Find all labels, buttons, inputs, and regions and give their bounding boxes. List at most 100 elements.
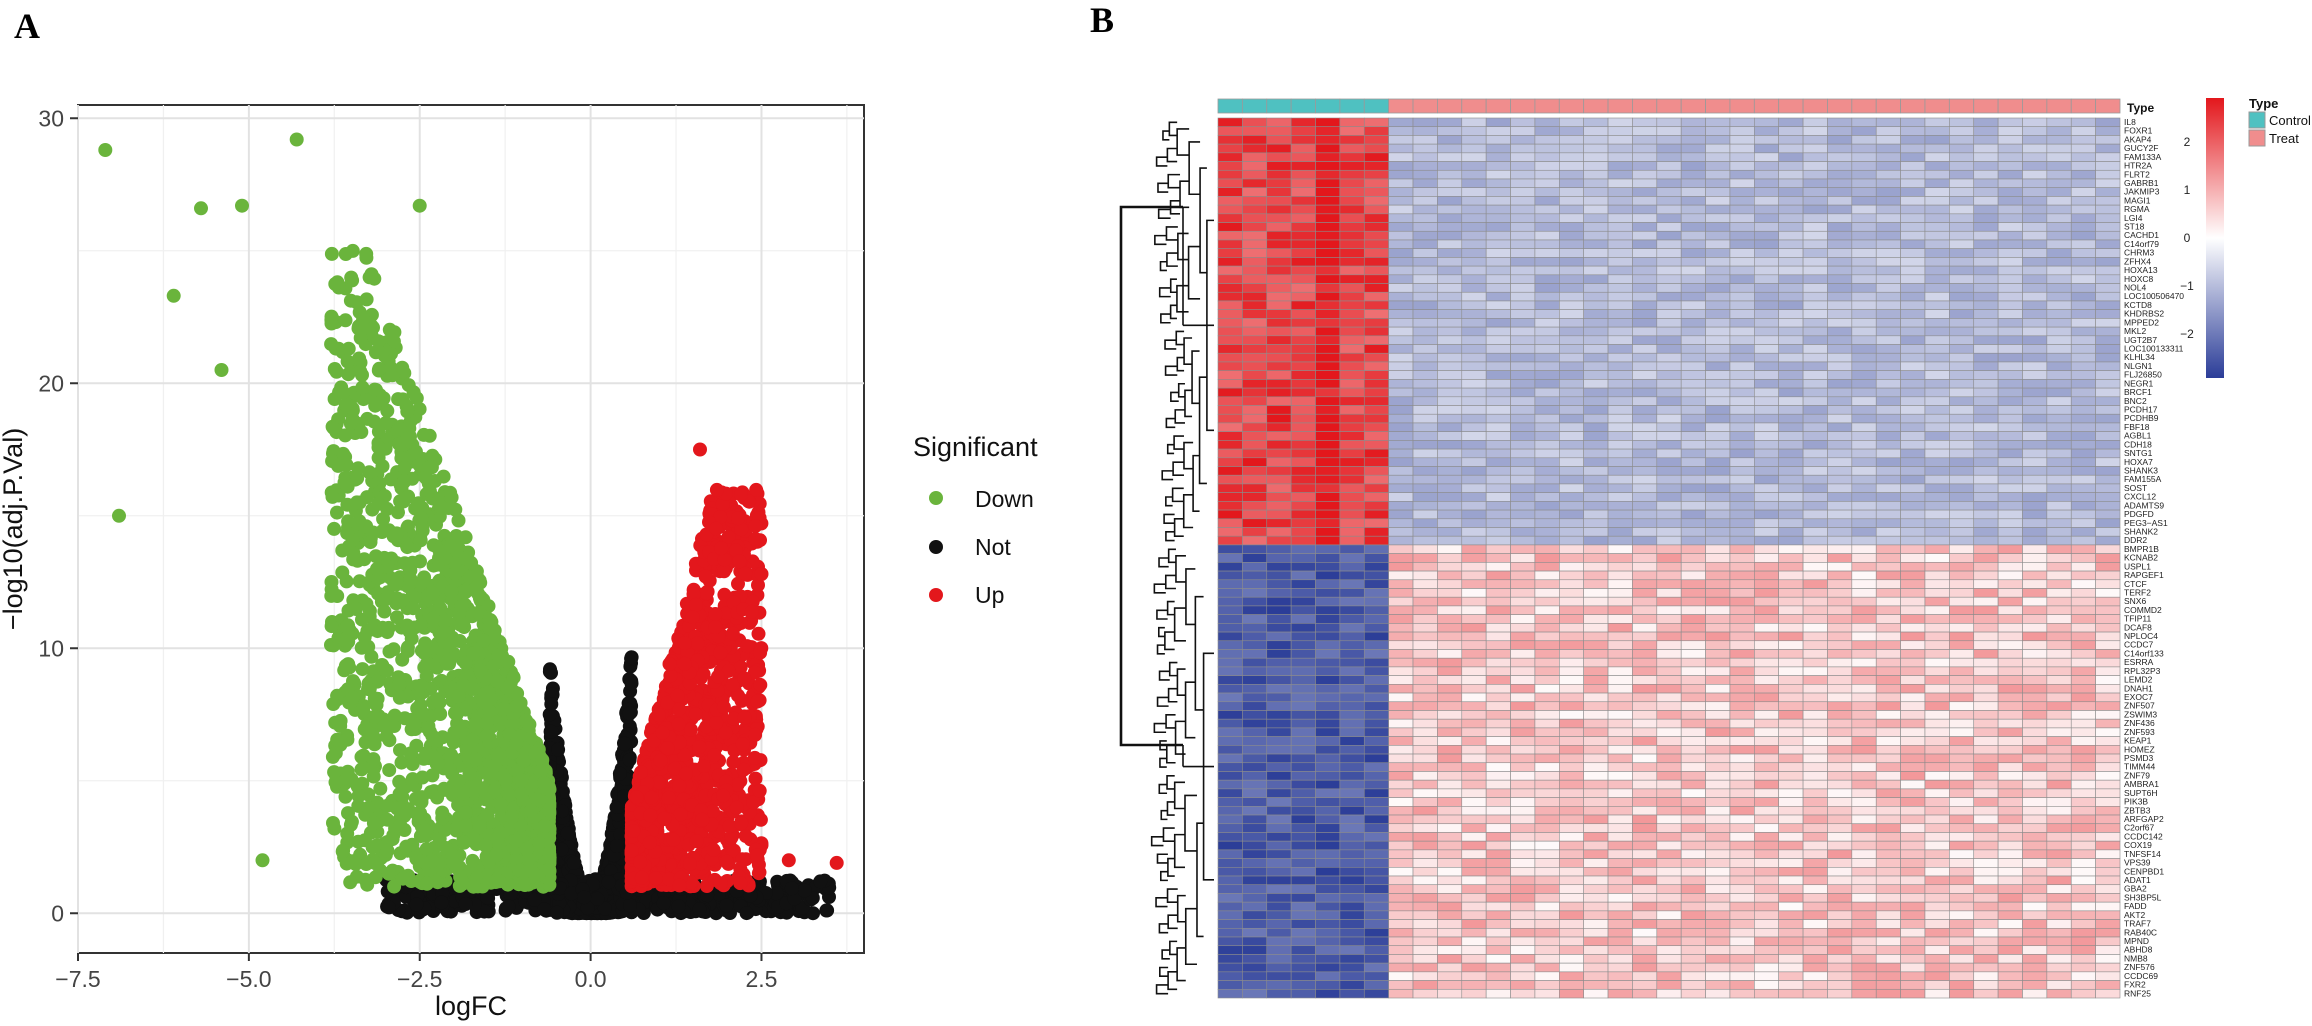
data-point-down (359, 723, 373, 737)
data-point-up (625, 844, 639, 858)
data-point-up (739, 829, 753, 843)
data-point-up (738, 711, 752, 725)
data-point-up (690, 834, 704, 848)
data-point-not (618, 737, 632, 751)
data-point-down (325, 247, 339, 261)
data-point-down (363, 604, 377, 618)
data-point-down (380, 404, 394, 418)
data-point-down (532, 836, 546, 850)
data-point-down (393, 691, 407, 705)
data-point-down (438, 783, 452, 797)
data-point-down (414, 679, 428, 693)
data-point-up (678, 636, 692, 650)
data-point-up (733, 876, 747, 890)
data-point-down (447, 735, 461, 749)
data-point-not (623, 707, 637, 721)
data-point-down (339, 790, 353, 804)
data-point-down (401, 640, 415, 654)
data-point-up (714, 541, 728, 555)
data-point-up (691, 637, 705, 651)
data-point-up (730, 801, 744, 815)
data-point-down (389, 578, 403, 592)
data-point-up (699, 586, 713, 600)
data-point-down (520, 842, 534, 856)
data-point-down (478, 792, 492, 806)
data-point-down (339, 313, 353, 327)
data-point-down (367, 415, 381, 429)
data-point-up (686, 610, 700, 624)
data-point-up (748, 728, 762, 742)
data-point-down (456, 678, 470, 692)
data-point-down (346, 854, 360, 868)
data-point-down (380, 813, 394, 827)
data-point-down (448, 567, 462, 581)
data-point-down (413, 554, 427, 568)
data-point-down (466, 880, 480, 894)
data-point-down (392, 678, 406, 692)
data-point-down (466, 733, 480, 747)
data-point-down (393, 494, 407, 508)
data-point-down (335, 544, 349, 558)
data-point-down (390, 526, 404, 540)
data-point-down (414, 533, 428, 547)
data-point-not (602, 875, 616, 889)
data-point-up (662, 791, 676, 805)
data-point-down (534, 764, 548, 778)
data-point-not (382, 900, 396, 914)
data-point-up (649, 871, 663, 885)
data-point-up (750, 695, 764, 709)
data-point-down (527, 867, 541, 881)
data-point-up (634, 765, 648, 779)
data-point-up (752, 627, 766, 641)
panel-a-label: A (14, 6, 40, 46)
data-point-up (689, 707, 703, 721)
data-point-up (645, 791, 659, 805)
data-point-down (343, 875, 357, 889)
data-point-not (544, 725, 558, 739)
data-point-not (528, 893, 542, 907)
data-point-up (748, 751, 762, 765)
data-point-up (750, 848, 764, 862)
data-point-down (365, 623, 379, 637)
data-point-up (714, 876, 728, 890)
data-point-up (699, 570, 713, 584)
data-point-down (459, 806, 473, 820)
data-point-not (625, 650, 639, 664)
data-point-down (420, 877, 434, 891)
data-point-down (342, 342, 356, 356)
data-point-down (355, 750, 369, 764)
data-point-up (731, 511, 745, 525)
data-point-down (422, 460, 436, 474)
data-point-down (433, 544, 447, 558)
data-point-up (754, 813, 768, 827)
data-point-down (354, 425, 368, 439)
data-point-down (377, 719, 391, 733)
data-point-down (537, 776, 551, 790)
data-point-not (623, 753, 637, 767)
data-point-down (358, 873, 372, 887)
data-point-down (411, 497, 425, 511)
data-point-down (480, 716, 494, 730)
data-point-down (481, 808, 495, 822)
data-point-down (500, 655, 514, 669)
data-point-not (672, 899, 686, 913)
data-point-down (391, 392, 405, 406)
data-point-up (732, 554, 746, 568)
data-point-down (352, 789, 366, 803)
data-point-up (672, 779, 686, 793)
data-point-down (340, 526, 354, 540)
data-point-up (748, 519, 762, 533)
data-point-down (398, 461, 412, 475)
data-point-up (708, 620, 722, 634)
data-point-down (372, 440, 386, 454)
data-point-up (726, 755, 740, 769)
data-point-down (369, 549, 383, 563)
data-point-down (417, 570, 431, 584)
data-point-down (368, 856, 382, 870)
data-point-up (684, 723, 698, 737)
data-point-down (377, 605, 391, 619)
data-point-down (326, 697, 340, 711)
data-point-up (663, 657, 677, 671)
data-point-not (720, 898, 734, 912)
data-point-down (450, 707, 464, 721)
